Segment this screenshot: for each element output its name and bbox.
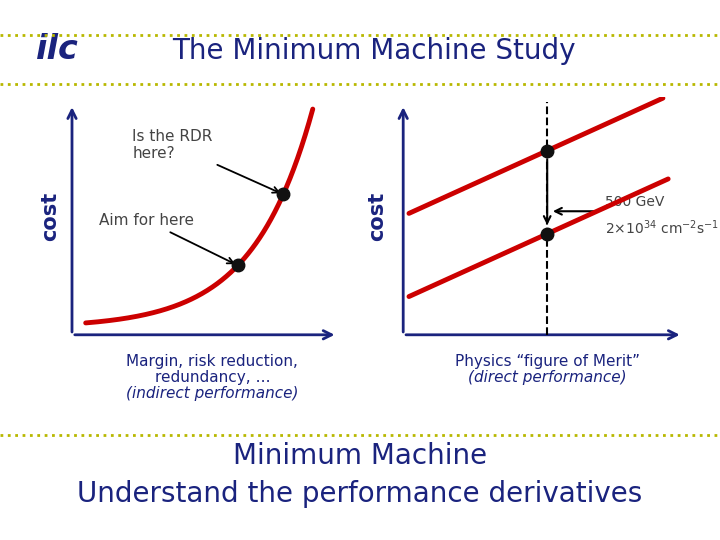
- Text: cost: cost: [367, 191, 387, 241]
- Text: redundancy, …: redundancy, …: [155, 370, 270, 385]
- Text: Physics “figure of Merit”: Physics “figure of Merit”: [455, 354, 639, 369]
- Text: cost: cost: [40, 191, 60, 241]
- Text: (indirect performance): (indirect performance): [126, 386, 299, 401]
- Text: Margin, risk reduction,: Margin, risk reduction,: [127, 354, 298, 369]
- Text: 2$\times$10$^{34}$ cm$^{-2}$s$^{-1}$: 2$\times$10$^{34}$ cm$^{-2}$s$^{-1}$: [605, 219, 719, 237]
- Text: Understand the performance derivatives: Understand the performance derivatives: [77, 480, 643, 508]
- Text: 500 GeV: 500 GeV: [605, 195, 664, 209]
- Text: Is the RDR
here?: Is the RDR here?: [132, 129, 279, 193]
- Text: Minimum Machine: Minimum Machine: [233, 442, 487, 470]
- Text: ilc: ilc: [36, 32, 79, 66]
- Text: Aim for here: Aim for here: [99, 213, 233, 264]
- Text: The Minimum Machine Study: The Minimum Machine Study: [172, 37, 575, 65]
- Text: (direct performance): (direct performance): [468, 370, 626, 385]
